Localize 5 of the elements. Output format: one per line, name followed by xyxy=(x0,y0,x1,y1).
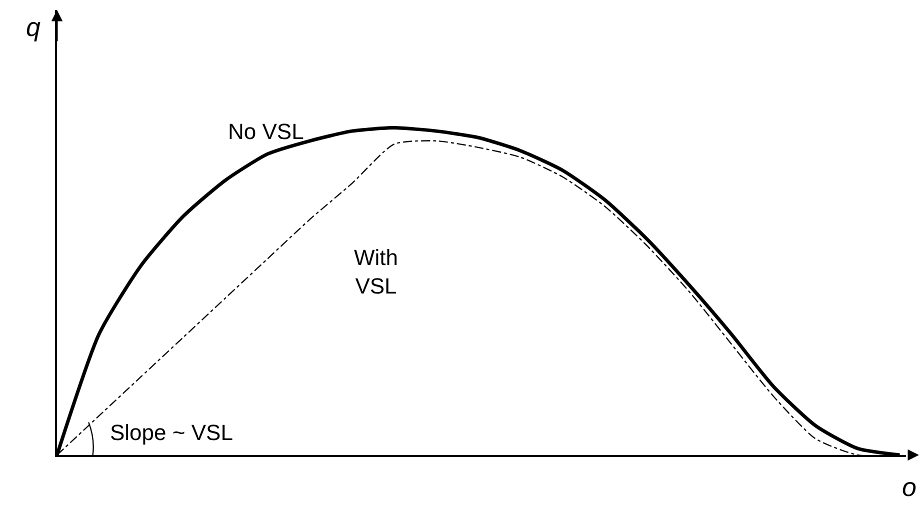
text: With VSL xyxy=(354,245,398,299)
x-axis-title: o xyxy=(902,472,916,502)
series-label: No VSL xyxy=(228,119,304,144)
annotation: Slope ~ VSL xyxy=(110,420,233,445)
y-axis-title: q xyxy=(26,12,41,42)
